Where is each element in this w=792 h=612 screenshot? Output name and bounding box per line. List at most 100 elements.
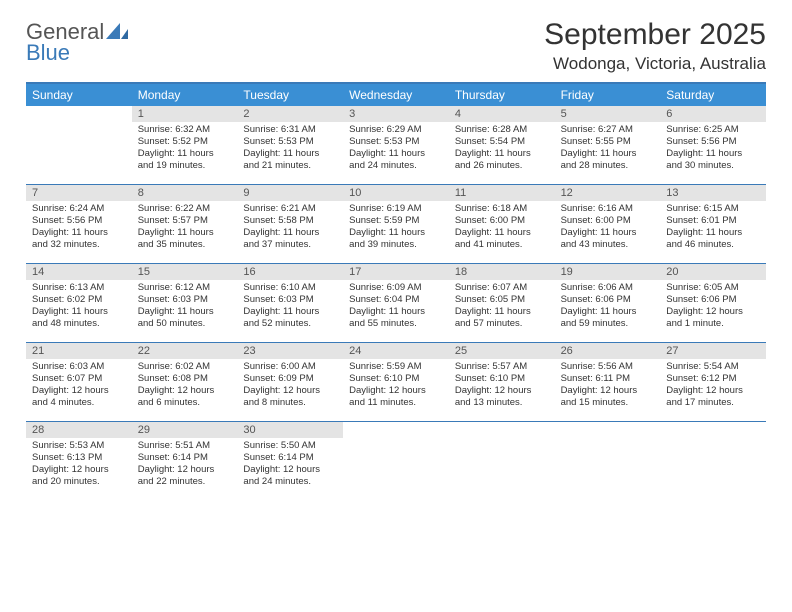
sunset-text: Sunset: 6:06 PM bbox=[666, 294, 760, 306]
daylight-text-1: Daylight: 12 hours bbox=[138, 385, 232, 397]
daylight-text-2: and 26 minutes. bbox=[455, 160, 549, 172]
day-details: Sunrise: 6:18 AMSunset: 6:00 PMDaylight:… bbox=[449, 203, 555, 251]
calendar-cell: 30Sunrise: 5:50 AMSunset: 6:14 PMDayligh… bbox=[237, 422, 343, 500]
daylight-text-1: Daylight: 11 hours bbox=[455, 227, 549, 239]
daylight-text-1: Daylight: 11 hours bbox=[243, 148, 337, 160]
day-details: Sunrise: 6:22 AMSunset: 5:57 PMDaylight:… bbox=[132, 203, 238, 251]
day-details: Sunrise: 6:13 AMSunset: 6:02 PMDaylight:… bbox=[26, 282, 132, 330]
empty-day bbox=[555, 422, 661, 439]
sunrise-text: Sunrise: 6:09 AM bbox=[349, 282, 443, 294]
sunrise-text: Sunrise: 6:21 AM bbox=[243, 203, 337, 215]
sunset-text: Sunset: 6:10 PM bbox=[349, 373, 443, 385]
sunset-text: Sunset: 5:55 PM bbox=[561, 136, 655, 148]
calendar-cell: 24Sunrise: 5:59 AMSunset: 6:10 PMDayligh… bbox=[343, 343, 449, 421]
title-block: September 2025 Wodonga, Victoria, Austra… bbox=[544, 18, 766, 74]
day-header-mon: Monday bbox=[132, 84, 238, 106]
day-number: 19 bbox=[555, 264, 661, 280]
sunset-text: Sunset: 5:56 PM bbox=[666, 136, 760, 148]
daylight-text-1: Daylight: 11 hours bbox=[32, 227, 126, 239]
sunrise-text: Sunrise: 5:51 AM bbox=[138, 440, 232, 452]
daylight-text-2: and 21 minutes. bbox=[243, 160, 337, 172]
sunrise-text: Sunrise: 6:25 AM bbox=[666, 124, 760, 136]
sunrise-text: Sunrise: 6:00 AM bbox=[243, 361, 337, 373]
calendar-cell: 5Sunrise: 6:27 AMSunset: 5:55 PMDaylight… bbox=[555, 106, 661, 184]
daylight-text-1: Daylight: 11 hours bbox=[455, 148, 549, 160]
day-number: 1 bbox=[132, 106, 238, 122]
sunrise-text: Sunrise: 6:07 AM bbox=[455, 282, 549, 294]
sunrise-text: Sunrise: 6:13 AM bbox=[32, 282, 126, 294]
calendar-cell: 16 Sunrise: 6:10 AMSunset: 6:03 PMDayligh… bbox=[237, 264, 343, 342]
day-header-tue: Tuesday bbox=[237, 84, 343, 106]
day-details: Sunrise: 5:54 AMSunset: 6:12 PMDaylight:… bbox=[660, 361, 766, 409]
empty-day bbox=[343, 422, 449, 439]
daylight-text-2: and 13 minutes. bbox=[455, 397, 549, 409]
sunset-text: Sunset: 6:02 PM bbox=[32, 294, 126, 306]
sunset-text: Sunset: 6:04 PM bbox=[349, 294, 443, 306]
sunset-text: Sunset: 6:11 PM bbox=[561, 373, 655, 385]
sunset-text: Sunset: 5:52 PM bbox=[138, 136, 232, 148]
calendar-cell: 18Sunrise: 6:07 AMSunset: 6:05 PMDayligh… bbox=[449, 264, 555, 342]
daylight-text-1: Daylight: 12 hours bbox=[666, 306, 760, 318]
sunrise-text: Sunrise: 6:03 AM bbox=[32, 361, 126, 373]
daylight-text-1: Daylight: 12 hours bbox=[243, 464, 337, 476]
daylight-text-2: and 4 minutes. bbox=[32, 397, 126, 409]
day-number: 2 bbox=[237, 106, 343, 122]
calendar-cell: 23Sunrise: 6:00 AMSunset: 6:09 PMDayligh… bbox=[237, 343, 343, 421]
day-details: Sunrise: 6:24 AMSunset: 5:56 PMDaylight:… bbox=[26, 203, 132, 251]
sunset-text: Sunset: 6:10 PM bbox=[455, 373, 549, 385]
daylight-text-1: Daylight: 11 hours bbox=[561, 227, 655, 239]
daylight-text-2: and 20 minutes. bbox=[32, 476, 126, 488]
calendar-cell: 4Sunrise: 6:28 AMSunset: 5:54 PMDaylight… bbox=[449, 106, 555, 184]
daylight-text-2: and 55 minutes. bbox=[349, 318, 443, 330]
sunrise-text: Sunrise: 6:24 AM bbox=[32, 203, 126, 215]
day-number: 27 bbox=[660, 343, 766, 359]
daylight-text-1: Daylight: 12 hours bbox=[561, 385, 655, 397]
daylight-text-1: Daylight: 11 hours bbox=[455, 306, 549, 318]
day-number: 16 bbox=[237, 264, 343, 280]
calendar-cell: 26Sunrise: 5:56 AMSunset: 6:11 PMDayligh… bbox=[555, 343, 661, 421]
day-number: 22 bbox=[132, 343, 238, 359]
daylight-text-1: Daylight: 11 hours bbox=[349, 306, 443, 318]
sunrise-text: Sunrise: 6:27 AM bbox=[561, 124, 655, 136]
calendar-cell: 13Sunrise: 6:15 AMSunset: 6:01 PMDayligh… bbox=[660, 185, 766, 263]
day-number: 18 bbox=[449, 264, 555, 280]
daylight-text-1: Daylight: 12 hours bbox=[32, 464, 126, 476]
sunrise-text: Sunrise: 5:50 AM bbox=[243, 440, 337, 452]
daylight-text-2: and 39 minutes. bbox=[349, 239, 443, 251]
logo-word2: Blue bbox=[26, 43, 128, 64]
daylight-text-2: and 6 minutes. bbox=[138, 397, 232, 409]
day-details: Sunrise: 6:10 AMSunset: 6:03 PMDaylight:… bbox=[237, 282, 343, 330]
day-details: Sunrise: 6:12 AMSunset: 6:03 PMDaylight:… bbox=[132, 282, 238, 330]
calendar-cell: 12Sunrise: 6:16 AMSunset: 6:00 PMDayligh… bbox=[555, 185, 661, 263]
day-number: 10 bbox=[343, 185, 449, 201]
daylight-text-1: Daylight: 12 hours bbox=[32, 385, 126, 397]
sunset-text: Sunset: 5:59 PM bbox=[349, 215, 443, 227]
day-details: Sunrise: 5:50 AMSunset: 6:14 PMDaylight:… bbox=[237, 440, 343, 488]
day-details: Sunrise: 5:59 AMSunset: 6:10 PMDaylight:… bbox=[343, 361, 449, 409]
day-number: 12 bbox=[555, 185, 661, 201]
sunrise-text: Sunrise: 5:54 AM bbox=[666, 361, 760, 373]
sunset-text: Sunset: 6:08 PM bbox=[138, 373, 232, 385]
day-number: 25 bbox=[449, 343, 555, 359]
sunrise-text: Sunrise: 6:15 AM bbox=[666, 203, 760, 215]
daylight-text-2: and 11 minutes. bbox=[349, 397, 443, 409]
sunrise-text: Sunrise: 6:28 AM bbox=[455, 124, 549, 136]
day-number: 4 bbox=[449, 106, 555, 122]
day-details: Sunrise: 5:56 AMSunset: 6:11 PMDaylight:… bbox=[555, 361, 661, 409]
daylight-text-1: Daylight: 11 hours bbox=[138, 227, 232, 239]
day-number: 28 bbox=[26, 422, 132, 438]
sunset-text: Sunset: 5:56 PM bbox=[32, 215, 126, 227]
day-details: Sunrise: 6:02 AMSunset: 6:08 PMDaylight:… bbox=[132, 361, 238, 409]
daylight-text-2: and 37 minutes. bbox=[243, 239, 337, 251]
location-subtitle: Wodonga, Victoria, Australia bbox=[544, 54, 766, 74]
day-number: 7 bbox=[26, 185, 132, 201]
page-header: General Blue September 2025 Wodonga, Vic… bbox=[26, 18, 766, 74]
daylight-text-2: and 59 minutes. bbox=[561, 318, 655, 330]
sunset-text: Sunset: 5:53 PM bbox=[243, 136, 337, 148]
sunset-text: Sunset: 6:14 PM bbox=[243, 452, 337, 464]
calendar-cell: 17Sunrise: 6:09 AMSunset: 6:04 PMDayligh… bbox=[343, 264, 449, 342]
day-details: Sunrise: 6:06 AMSunset: 6:06 PMDaylight:… bbox=[555, 282, 661, 330]
calendar-cell bbox=[660, 422, 766, 500]
calendar-week: 21Sunrise: 6:03 AMSunset: 6:07 PMDayligh… bbox=[26, 343, 766, 422]
sunset-text: Sunset: 6:03 PM bbox=[243, 294, 337, 306]
